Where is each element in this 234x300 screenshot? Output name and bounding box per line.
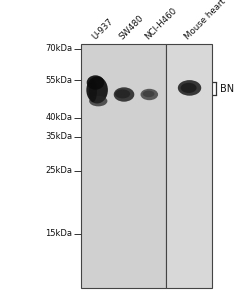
Text: 25kDa: 25kDa	[46, 167, 73, 176]
Text: SW480: SW480	[118, 13, 146, 41]
Ellipse shape	[86, 76, 108, 103]
Ellipse shape	[114, 87, 134, 102]
Ellipse shape	[140, 89, 158, 100]
Text: 70kDa: 70kDa	[45, 44, 73, 53]
Ellipse shape	[181, 83, 197, 93]
Text: NCI-H460: NCI-H460	[143, 6, 178, 41]
Ellipse shape	[178, 80, 201, 96]
Ellipse shape	[87, 75, 104, 90]
Text: 55kDa: 55kDa	[46, 76, 73, 85]
Ellipse shape	[89, 96, 107, 106]
Ellipse shape	[143, 91, 154, 97]
Ellipse shape	[89, 80, 97, 102]
Text: 40kDa: 40kDa	[46, 113, 73, 122]
Text: 15kDa: 15kDa	[46, 230, 73, 238]
Bar	[81, 44, 166, 288]
Text: Mouse heart: Mouse heart	[183, 0, 228, 41]
Text: 35kDa: 35kDa	[45, 132, 73, 141]
Text: U-937: U-937	[91, 16, 115, 41]
Bar	[166, 44, 212, 288]
Text: BNIP2: BNIP2	[220, 83, 234, 94]
Ellipse shape	[115, 89, 130, 98]
